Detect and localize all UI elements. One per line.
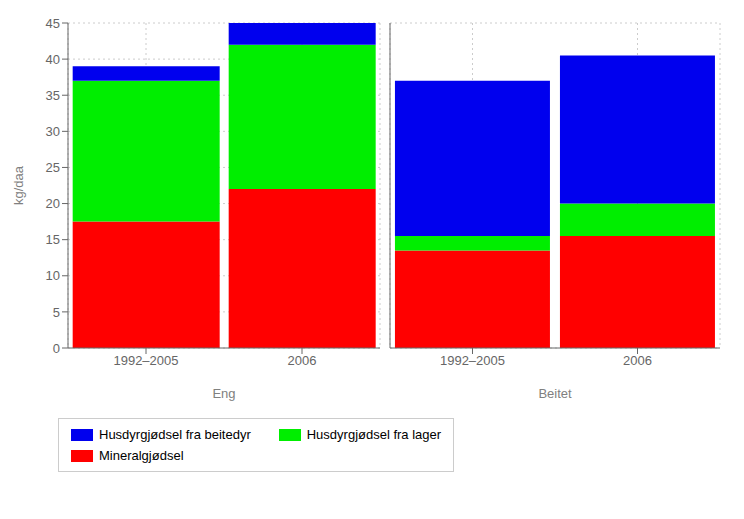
svg-text:20: 20 <box>46 196 60 211</box>
svg-text:0: 0 <box>53 341 60 356</box>
svg-text:2006: 2006 <box>288 353 317 368</box>
svg-text:10: 10 <box>46 268 60 283</box>
svg-text:45: 45 <box>46 16 60 31</box>
svg-text:25: 25 <box>46 160 60 175</box>
svg-text:1992–2005: 1992–2005 <box>113 353 178 368</box>
html-text:Husdyrgjødsel fra lager: Husdyrgjødsel fra lager <box>306 427 442 442</box>
svg-text:15: 15 <box>46 232 60 247</box>
svg-text:Beitet: Beitet <box>538 386 572 401</box>
svg-text:30: 30 <box>46 124 60 139</box>
html-text:Mineralgjødsel: Mineralgjødsel <box>99 448 184 463</box>
svg-text:40: 40 <box>46 52 60 67</box>
svg-text:35: 35 <box>46 88 60 103</box>
svg-text:1992–2005: 1992–2005 <box>440 353 505 368</box>
html-text:Husdyrgjødsel fra beitedyr: Husdyrgjødsel fra beitedyr <box>99 427 251 442</box>
svg-text:Eng: Eng <box>212 386 235 401</box>
svg-text:kg/daa: kg/daa <box>11 165 26 205</box>
svg-text:2006: 2006 <box>623 353 652 368</box>
svg-text:5: 5 <box>53 305 60 320</box>
